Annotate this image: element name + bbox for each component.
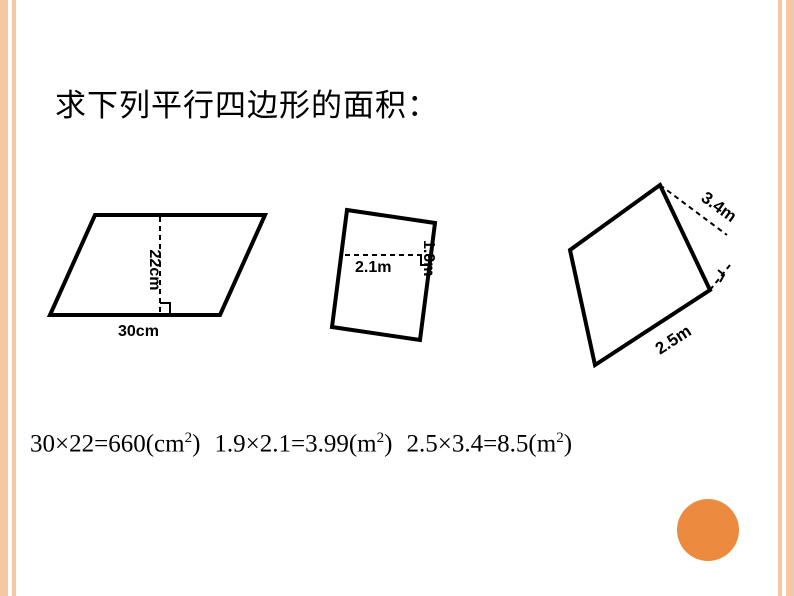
answer-3-close: ) — [564, 430, 572, 457]
fig1-base-label: 30cm — [118, 323, 159, 341]
figures-row: 22cm 30cm 2.1m 1.9m 3.4m 2.5m — [40, 185, 754, 385]
answer-1-sup: 2 — [185, 430, 193, 446]
fig2-height-label: 1.9m — [419, 240, 437, 276]
answer-2-expr: 1.9×2.1=3.99(m — [214, 430, 376, 457]
answer-2: 1.9×2.1=3.99(m2) — [214, 430, 392, 458]
right-stripe-outer — [786, 0, 794, 596]
parallelogram-1: 22cm — [40, 195, 280, 370]
answer-2-close: ) — [384, 430, 392, 457]
svg-text:2.5m: 2.5m — [652, 321, 695, 358]
left-stripe-outer — [0, 0, 8, 596]
right-stripe-inner — [778, 0, 782, 596]
answer-1: 30×22=660(cm2) — [30, 430, 200, 458]
answer-3: 2.5×3.4=8.5(m2) — [406, 430, 572, 458]
fig2-base-label: 2.1m — [355, 259, 391, 277]
answer-1-close: ) — [192, 430, 200, 457]
figure-1: 22cm 30cm — [40, 195, 280, 375]
parallelogram-3: 3.4m 2.5m — [500, 170, 760, 400]
parallelogram-2 — [315, 195, 465, 365]
svg-text:3.4m: 3.4m — [698, 188, 741, 226]
left-stripe-inner — [12, 0, 16, 596]
answer-1-expr: 30×22=660(cm — [30, 430, 185, 457]
page-title: 求下列平行四边形的面积： — [55, 80, 439, 125]
svg-text:22cm: 22cm — [146, 250, 163, 291]
answers-row: 30×22=660(cm2) 1.9×2.1=3.99(m2) 2.5×3.4=… — [30, 430, 774, 458]
answer-3-expr: 2.5×3.4=8.5(m — [406, 430, 556, 457]
decorative-circle — [677, 499, 739, 561]
figure-3: 3.4m 2.5m — [500, 170, 760, 405]
answer-3-sup: 2 — [556, 430, 564, 446]
figure-2: 2.1m 1.9m — [315, 195, 465, 370]
